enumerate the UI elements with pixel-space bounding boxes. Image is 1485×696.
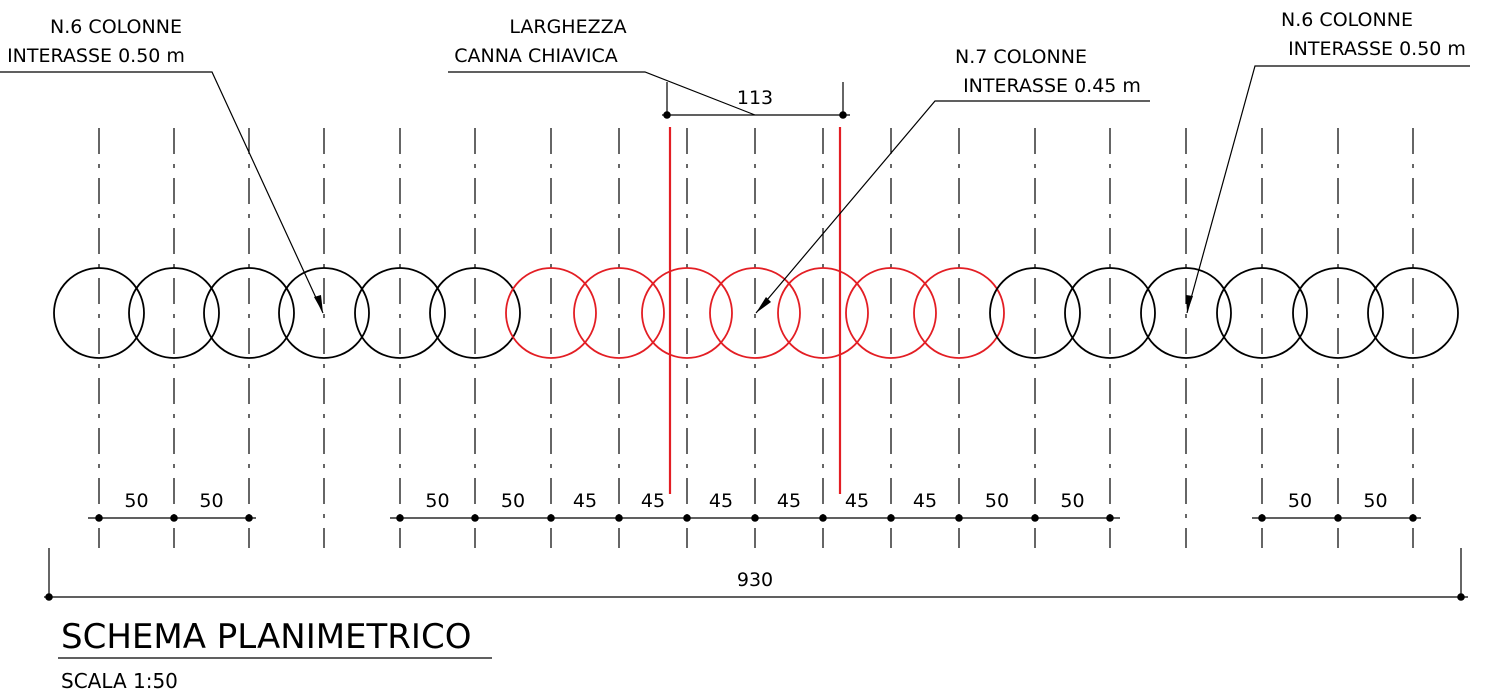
label-left-group: N.6 COLONNE INTERASSE 0.50 m: [0, 16, 324, 314]
spacing-value: 45: [573, 490, 597, 512]
dimension-tick: [1334, 514, 1342, 522]
left-group-line-2: INTERASSE 0.50 m: [7, 45, 185, 67]
label-center-group: N.7 COLONNE INTERASSE 0.45 m: [755, 46, 1150, 314]
column-circle-center-group: [709, 267, 801, 359]
label-right-group: N.6 COLONNE INTERASSE 0.50 m: [1186, 9, 1470, 314]
column-circle-center-group: [913, 267, 1005, 359]
spacing-value: 50: [1363, 490, 1387, 512]
spacing-value: 45: [913, 490, 937, 512]
drawing-scale: SCALA 1:50: [61, 669, 178, 693]
culvert-width-value: 113: [737, 87, 773, 109]
spacing-value: 50: [1060, 490, 1084, 512]
spacing-dimensions: 50 50 50 50 45 45 45 45 45 45 50 50 50 50: [88, 490, 1421, 522]
center-group-line-1: N.7 COLONNE: [955, 46, 1087, 68]
spacing-value: 45: [641, 490, 665, 512]
dimension-tick: [819, 514, 827, 522]
label-culvert: LARGHEZZA CANNA CHIAVICA: [448, 16, 756, 116]
column-circle-center-group: [845, 267, 937, 359]
spacing-value: 50: [1288, 490, 1312, 512]
dimension-tick: [1106, 514, 1114, 522]
dimension-tick: [751, 514, 759, 522]
overall-dimension: 930: [44, 548, 1468, 601]
column-circle-side-group: [354, 267, 446, 359]
dimension-tick: [170, 514, 178, 522]
column-circle-side-group: [429, 267, 521, 359]
dimension-tick: [471, 514, 479, 522]
column-circles: [53, 267, 1459, 359]
right-group-line-1: N.6 COLONNE: [1281, 9, 1413, 31]
culvert-label-line-2: CANNA CHIAVICA: [454, 45, 618, 67]
spacing-value: 50: [199, 490, 223, 512]
dimension-tick: [547, 514, 555, 522]
column-circle-side-group: [1367, 267, 1459, 359]
spacing-value: 50: [124, 490, 148, 512]
dimension-tick: [683, 514, 691, 522]
dimension-tick: [955, 514, 963, 522]
column-circle-center-group: [777, 267, 869, 359]
column-circle-side-group: [278, 267, 370, 359]
spacing-value: 45: [845, 490, 869, 512]
dimension-tick: [245, 514, 253, 522]
column-circle-side-group: [1140, 267, 1232, 359]
center-group-line-2: INTERASSE 0.45 m: [963, 75, 1141, 97]
column-circle-side-group: [128, 267, 220, 359]
spacing-value: 45: [777, 490, 801, 512]
culvert-label-line-1: LARGHEZZA: [509, 16, 626, 38]
right-group-line-2: INTERASSE 0.50 m: [1288, 38, 1466, 60]
column-circle-side-group: [53, 267, 145, 359]
dimension-tick: [1031, 514, 1039, 522]
column-circle-side-group: [1292, 267, 1384, 359]
column-axes: [98, 128, 1414, 548]
column-circle-side-group: [989, 267, 1081, 359]
dimension-tick: [887, 514, 895, 522]
spacing-value: 50: [501, 490, 525, 512]
dimension-tick: [615, 514, 623, 522]
drawing-title: SCHEMA PLANIMETRICO: [61, 617, 471, 657]
column-circle-side-group: [203, 267, 295, 359]
overall-length-value: 930: [737, 569, 773, 591]
dimension-tick: [1409, 514, 1417, 522]
column-circle-center-group: [505, 267, 597, 359]
spacing-value: 45: [709, 490, 733, 512]
column-circle-center-group: [573, 267, 665, 359]
spacing-value: 50: [425, 490, 449, 512]
spacing-value: 50: [985, 490, 1009, 512]
left-group-line-1: N.6 COLONNE: [50, 16, 182, 38]
dimension-tick: [396, 514, 404, 522]
dimension-tick: [95, 514, 103, 522]
column-circle-center-group: [641, 267, 733, 359]
culvert-width-dimension: 113: [662, 82, 850, 119]
column-circle-side-group: [1064, 267, 1156, 359]
dimension-tick: [1258, 514, 1266, 522]
column-circle-side-group: [1216, 267, 1308, 359]
